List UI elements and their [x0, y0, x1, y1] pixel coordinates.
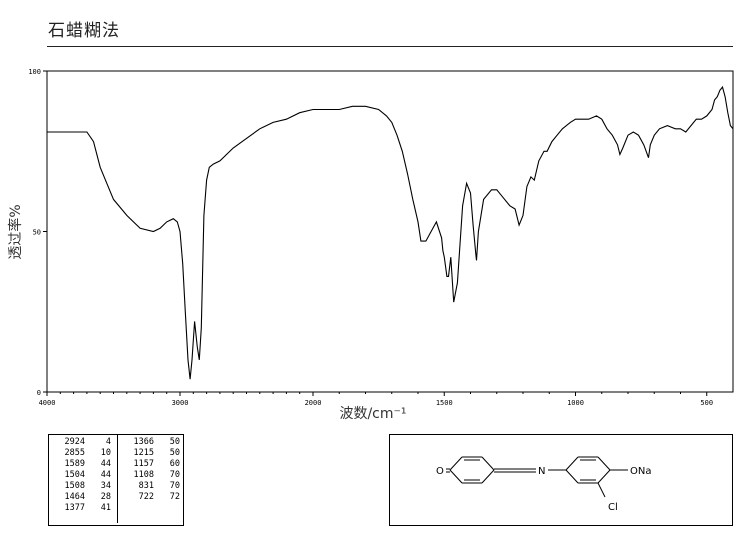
chemical-structure: O N ONa Cl	[436, 456, 651, 513]
plot-frame	[46, 70, 734, 393]
peak-table: 2924 4 2855 10 1589 44 1504 44 1508 34 1464 28 1377 4…	[48, 434, 184, 526]
peak-transmittance: 4	[105, 437, 111, 447]
peak-row: 831 70	[118, 481, 184, 492]
quinone-ring	[449, 456, 495, 484]
peak-transmittance: 10	[100, 448, 111, 458]
peak-row: 1157 60	[118, 459, 184, 470]
x-axis-title: 波数/cm⁻¹	[339, 406, 406, 422]
peak-row: 1366 50	[118, 437, 184, 448]
peak-transmittance: 50	[169, 448, 180, 458]
peak-wavenumber: 1366	[133, 437, 154, 447]
peak-row: 1504 44	[49, 470, 117, 481]
x-tick-label: 1500	[436, 399, 453, 407]
peak-transmittance: 41	[100, 503, 111, 513]
peak-table-left-column: 2924 4 2855 10 1589 44 1504 44 1508 34 1464 28 1377 4…	[49, 437, 117, 514]
peak-transmittance: 70	[169, 481, 180, 491]
peak-wavenumber: 1504	[64, 470, 85, 480]
method-title: 石蜡糊法	[48, 21, 120, 41]
x-tick-label: 3000	[172, 399, 189, 407]
peak-wavenumber: 1508	[64, 481, 85, 491]
peak-wavenumber: 1464	[64, 492, 85, 502]
peak-row: 1589 44	[49, 459, 117, 470]
peak-wavenumber: 1108	[133, 470, 154, 480]
peak-wavenumber: 1377	[64, 503, 85, 513]
phenyl-ring	[565, 456, 628, 498]
y-tick-label: 0	[37, 389, 41, 397]
peak-row: 1108 70	[118, 470, 184, 481]
peak-row: 2855 10	[49, 448, 117, 459]
peak-row: 1508 34	[49, 481, 117, 492]
sodium-oxide-label: ONa	[630, 466, 651, 477]
peak-wavenumber: 1157	[133, 459, 154, 469]
chlorine-label: Cl	[608, 502, 618, 513]
peak-transmittance: 28	[100, 492, 111, 502]
peak-wavenumber: 1215	[133, 448, 154, 458]
x-tick-label: 500	[700, 399, 713, 407]
title-divider	[47, 46, 733, 47]
peak-wavenumber: 722	[138, 492, 154, 502]
peak-table-right-column: 1366 50 1215 50 1157 60 1108 70 831 70 722 72	[117, 435, 184, 523]
y-tick-label: 100	[28, 68, 41, 76]
y-axis-ticks: 0 50 100	[28, 68, 47, 397]
structure-panel: O N ONa Cl	[389, 434, 733, 526]
x-tick-label: 2000	[305, 399, 322, 407]
x-tick-label: 1000	[567, 399, 584, 407]
peak-wavenumber: 2924	[64, 437, 85, 447]
peak-transmittance: 44	[100, 459, 111, 469]
nitrogen-label: N	[538, 466, 545, 477]
bonds	[446, 468, 566, 473]
x-tick-label: 4000	[39, 399, 56, 407]
x-axis-ticks: 4000 3000 2000 1500 1000 500	[39, 392, 713, 407]
peak-row: 2924 4	[49, 437, 117, 448]
oxo-label: O	[436, 466, 444, 477]
spectrum-line	[47, 85, 734, 380]
peak-wavenumber: 831	[138, 481, 154, 491]
y-tick-label: 50	[33, 229, 41, 237]
peak-row: 1464 28	[49, 492, 117, 503]
peak-row: 722 72	[118, 492, 184, 503]
peak-transmittance: 60	[169, 459, 180, 469]
peak-wavenumber: 2855	[64, 448, 85, 458]
peak-transmittance: 50	[169, 437, 180, 447]
y-axis-title: 透过率%	[7, 204, 24, 259]
ir-spectrum-chart: 4000 3000 2000 1500 1000 500 0 50 100 波数/cm⁻¹ 透…	[7, 68, 734, 422]
peak-wavenumber: 1589	[64, 459, 85, 469]
peak-transmittance: 70	[169, 470, 180, 480]
peak-row: 1377 41	[49, 503, 117, 514]
peak-transmittance: 34	[100, 481, 111, 491]
peak-transmittance: 44	[100, 470, 111, 480]
peak-row: 1215 50	[118, 448, 184, 459]
peak-transmittance: 72	[169, 492, 180, 502]
